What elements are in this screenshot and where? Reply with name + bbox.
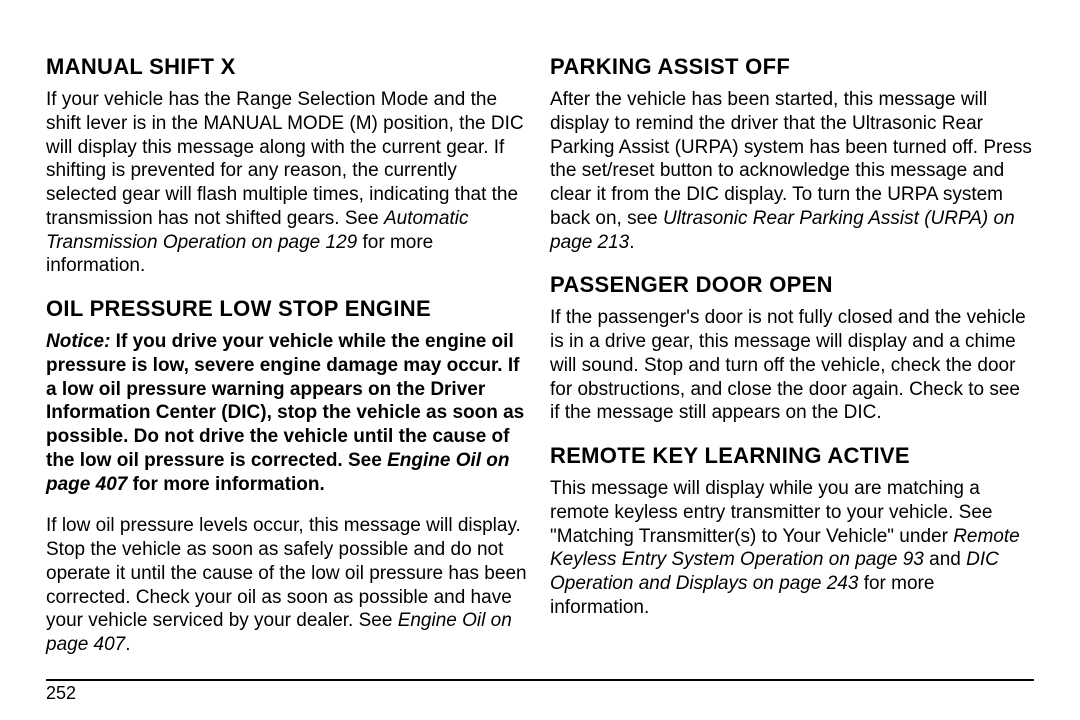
footer-rule [46, 679, 1034, 681]
para-manual-shift: If your vehicle has the Range Selection … [46, 88, 530, 278]
text: . [629, 232, 634, 253]
heading-remote-key: REMOTE KEY LEARNING ACTIVE [550, 443, 1034, 469]
notice-oil-pressure: Notice: If you drive your vehicle while … [46, 330, 530, 496]
heading-oil-pressure: OIL PRESSURE LOW STOP ENGINE [46, 296, 530, 322]
page-number: 252 [46, 683, 1034, 704]
text: and [924, 549, 966, 570]
para-remote-key: This message will display while you are … [550, 477, 1034, 620]
left-column: MANUAL SHIFT X If your vehicle has the R… [46, 50, 540, 630]
heading-passenger-door: PASSENGER DOOR OPEN [550, 272, 1034, 298]
heading-manual-shift: MANUAL SHIFT X [46, 54, 530, 80]
para-passenger-door: If the passenger's door is not fully clo… [550, 306, 1034, 425]
manual-page: MANUAL SHIFT X If your vehicle has the R… [0, 0, 1080, 650]
right-column: PARKING ASSIST OFF After the vehicle has… [540, 50, 1034, 630]
para-parking-assist: After the vehicle has been started, this… [550, 88, 1034, 254]
page-footer: 252 [46, 679, 1034, 704]
text: . [125, 634, 130, 655]
para-oil-pressure: If low oil pressure levels occur, this m… [46, 514, 530, 657]
notice-label: Notice: [46, 331, 110, 352]
heading-parking-assist: PARKING ASSIST OFF [550, 54, 1034, 80]
text: for more information. [127, 474, 324, 495]
text: This message will display while you are … [550, 478, 992, 547]
